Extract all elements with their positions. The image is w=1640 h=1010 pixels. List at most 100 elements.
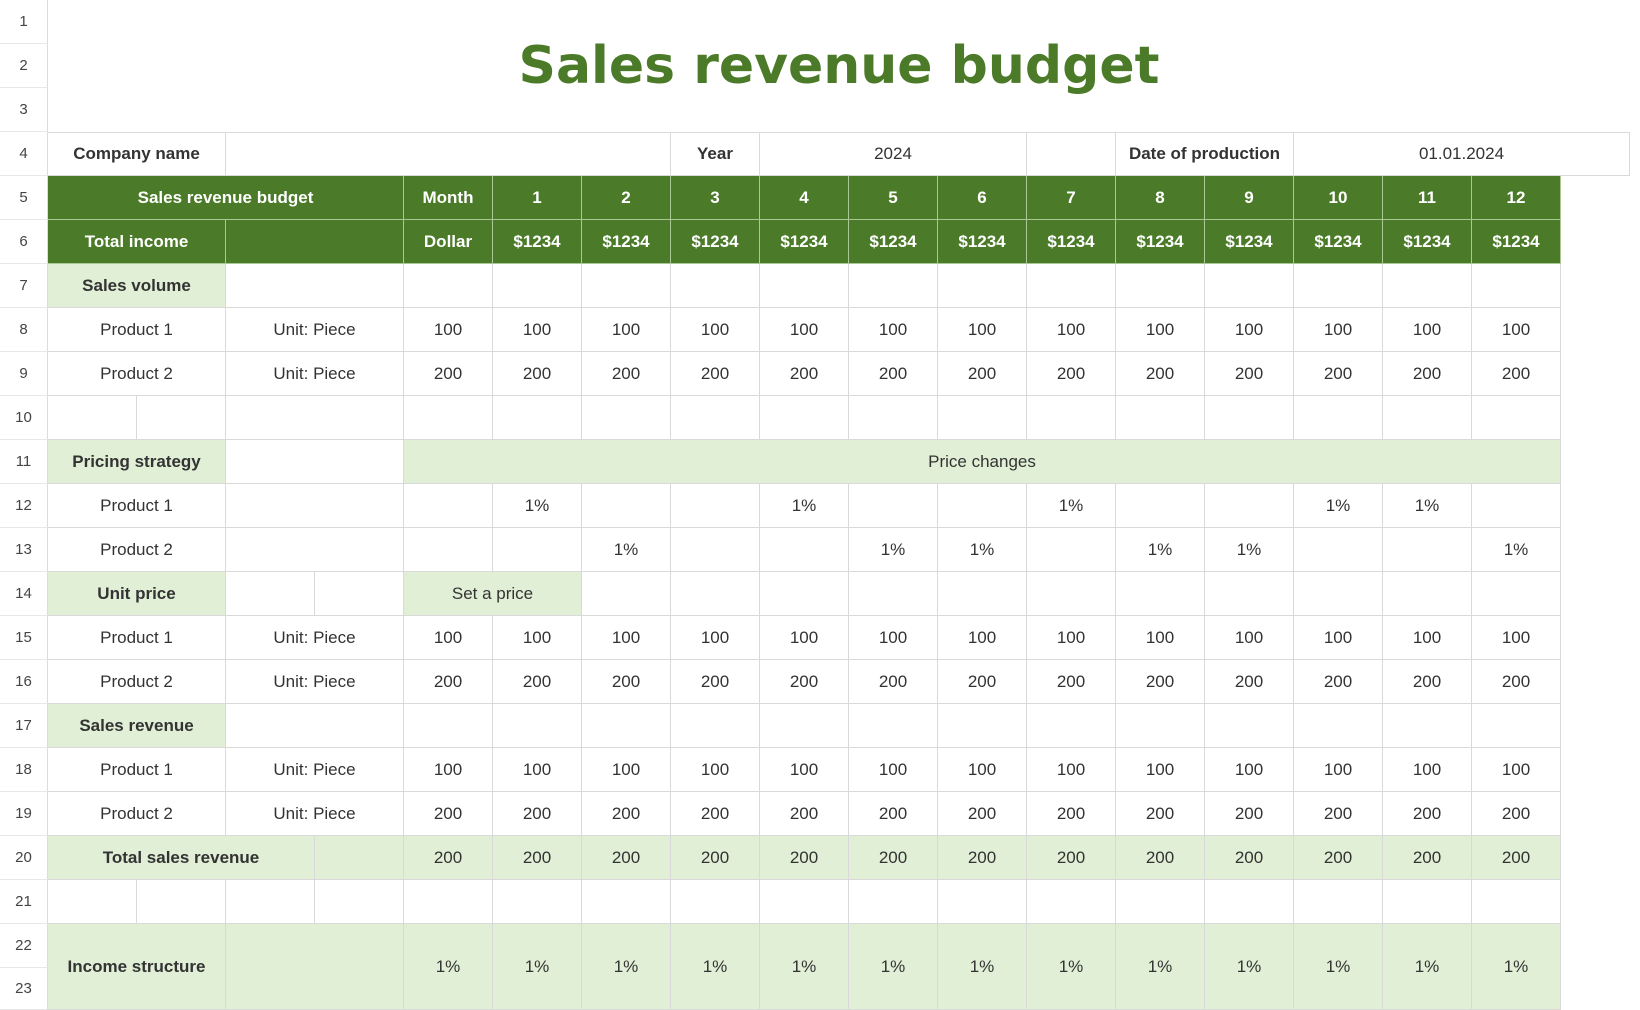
total-income-cell[interactable]: $1234 — [938, 220, 1027, 264]
empty-cell[interactable] — [404, 264, 493, 308]
empty-cell[interactable] — [1205, 572, 1294, 616]
data-cell[interactable]: 100 — [1116, 616, 1205, 660]
row-header[interactable]: 22 — [0, 924, 48, 968]
data-cell[interactable] — [1027, 528, 1116, 572]
row-header[interactable]: 3 — [0, 88, 48, 132]
data-cell[interactable]: 200 — [1472, 836, 1561, 880]
empty-cell[interactable] — [849, 264, 938, 308]
empty-cell[interactable] — [760, 264, 849, 308]
empty-cell[interactable] — [582, 704, 671, 748]
sales-volume-label[interactable]: Sales volume — [48, 264, 226, 308]
empty-cell[interactable] — [1294, 880, 1383, 924]
data-cell[interactable]: 100 — [1027, 748, 1116, 792]
data-cell[interactable]: 200 — [582, 792, 671, 836]
empty-cell[interactable] — [1116, 572, 1205, 616]
empty-cell[interactable] — [671, 264, 760, 308]
data-cell[interactable] — [404, 528, 493, 572]
data-cell[interactable]: 100 — [671, 748, 760, 792]
data-cell[interactable]: 100 — [938, 308, 1027, 352]
product-name[interactable]: Product 1 — [48, 616, 226, 660]
data-cell[interactable]: 200 — [404, 352, 493, 396]
data-cell[interactable]: 1% — [1116, 528, 1205, 572]
empty-cell[interactable] — [1116, 264, 1205, 308]
empty-cell[interactable] — [315, 880, 404, 924]
data-cell[interactable]: 100 — [938, 616, 1027, 660]
unit-cell[interactable]: Unit: Piece — [226, 792, 404, 836]
data-cell[interactable] — [1294, 528, 1383, 572]
data-cell[interactable]: 200 — [1205, 792, 1294, 836]
set-price-label[interactable]: Set a price — [404, 572, 582, 616]
empty-cell[interactable] — [1294, 396, 1383, 440]
data-cell[interactable]: 200 — [1205, 352, 1294, 396]
date-value[interactable]: 01.01.2024 — [1294, 132, 1630, 176]
product-name[interactable]: Product 1 — [48, 748, 226, 792]
data-cell[interactable]: 200 — [849, 352, 938, 396]
data-cell[interactable]: 200 — [404, 836, 493, 880]
data-cell[interactable]: 200 — [671, 792, 760, 836]
data-cell[interactable]: 100 — [849, 748, 938, 792]
row-header[interactable]: 21 — [0, 880, 48, 924]
empty-cell[interactable] — [938, 880, 1027, 924]
empty-cell[interactable] — [226, 924, 404, 1010]
data-cell[interactable]: 100 — [1027, 308, 1116, 352]
empty-cell[interactable] — [315, 836, 404, 880]
data-cell[interactable]: 100 — [938, 748, 1027, 792]
empty-cell[interactable] — [760, 704, 849, 748]
row-header[interactable]: 19 — [0, 792, 48, 836]
row-header[interactable]: 9 — [0, 352, 48, 396]
row-header[interactable]: 16 — [0, 660, 48, 704]
empty-cell[interactable] — [1383, 396, 1472, 440]
data-cell[interactable]: 1% — [849, 528, 938, 572]
data-cell[interactable] — [849, 484, 938, 528]
month-header[interactable]: 11 — [1383, 176, 1472, 220]
data-cell[interactable] — [1205, 484, 1294, 528]
data-cell[interactable]: 100 — [404, 616, 493, 660]
data-cell[interactable]: 100 — [1027, 616, 1116, 660]
data-cell[interactable]: 200 — [849, 792, 938, 836]
data-cell[interactable]: 200 — [671, 660, 760, 704]
data-cell[interactable]: 100 — [404, 748, 493, 792]
month-header[interactable]: 6 — [938, 176, 1027, 220]
data-cell[interactable]: 100 — [1294, 308, 1383, 352]
month-header[interactable]: 4 — [760, 176, 849, 220]
data-cell[interactable]: 200 — [849, 836, 938, 880]
unit-cell[interactable]: Unit: Piece — [226, 308, 404, 352]
empty-cell[interactable] — [760, 572, 849, 616]
data-cell[interactable]: 200 — [1472, 352, 1561, 396]
empty-cell[interactable] — [1294, 264, 1383, 308]
empty-cell[interactable] — [493, 396, 582, 440]
data-cell[interactable]: 100 — [493, 748, 582, 792]
data-cell[interactable]: 200 — [671, 836, 760, 880]
empty-cell[interactable] — [1205, 396, 1294, 440]
empty-cell[interactable] — [1205, 264, 1294, 308]
month-header[interactable]: 3 — [671, 176, 760, 220]
company-name-label[interactable]: Company name — [48, 132, 226, 176]
empty-cell[interactable] — [1383, 704, 1472, 748]
data-cell[interactable]: 200 — [1472, 792, 1561, 836]
empty-cell[interactable] — [849, 572, 938, 616]
income-structure-cell[interactable]: 1% — [404, 924, 493, 1010]
income-structure-cell[interactable]: 1% — [493, 924, 582, 1010]
data-cell[interactable] — [760, 528, 849, 572]
data-cell[interactable]: 200 — [1294, 836, 1383, 880]
data-cell[interactable]: 100 — [1116, 308, 1205, 352]
empty-cell[interactable] — [1383, 264, 1472, 308]
data-cell[interactable]: 200 — [1116, 792, 1205, 836]
empty-cell[interactable] — [1472, 704, 1561, 748]
empty-cell[interactable] — [493, 880, 582, 924]
data-cell[interactable]: 200 — [1116, 836, 1205, 880]
data-cell[interactable]: 100 — [1116, 748, 1205, 792]
data-cell[interactable]: 100 — [493, 308, 582, 352]
row-header[interactable]: 2 — [0, 44, 48, 88]
product-name[interactable]: Product 1 — [48, 484, 226, 528]
income-structure-cell[interactable]: 1% — [1205, 924, 1294, 1010]
row-header[interactable]: 15 — [0, 616, 48, 660]
data-cell[interactable]: 200 — [1027, 792, 1116, 836]
empty-cell[interactable] — [938, 396, 1027, 440]
empty-cell[interactable] — [404, 396, 493, 440]
empty-cell[interactable] — [582, 880, 671, 924]
total-income-spacer[interactable] — [226, 220, 404, 264]
data-cell[interactable]: 100 — [493, 616, 582, 660]
empty-cell[interactable] — [938, 572, 1027, 616]
data-cell[interactable]: 200 — [1383, 352, 1472, 396]
